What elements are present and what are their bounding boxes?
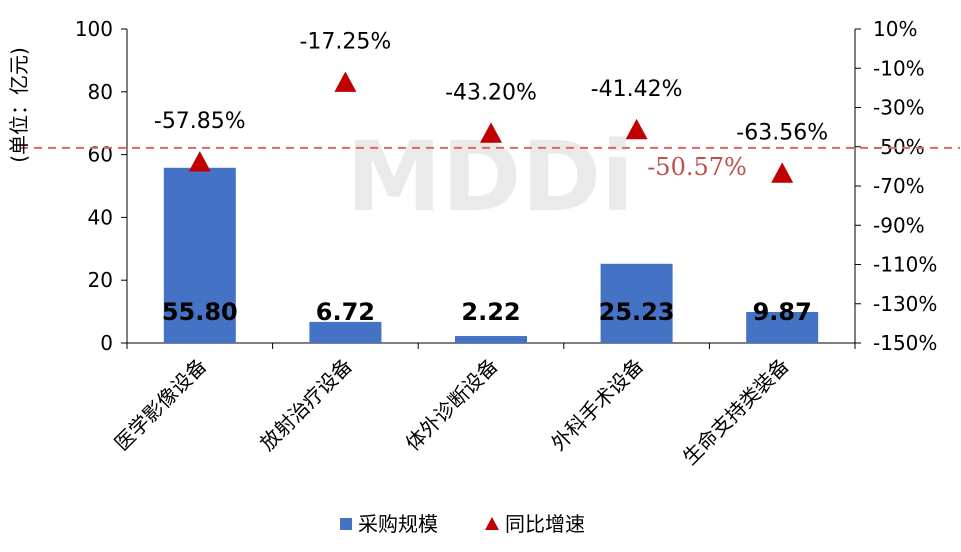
right-tick-label: -130% [873,292,937,316]
bar [455,336,527,343]
growth-value-label: -57.85% [154,109,246,134]
bar-series [163,167,819,343]
bar [163,167,236,343]
bar-value-label: 55.80 [162,298,238,326]
left-tick-label: 20 [88,268,113,292]
right-tick-label: 10% [873,17,917,41]
bar [746,312,819,343]
bar-value-label: 6.72 [316,298,375,326]
legend-label-bar: 采购规模 [358,512,438,536]
growth-marker [480,122,502,143]
growth-value-label: -17.25% [299,29,391,54]
left-tick-label: 80 [88,80,113,104]
x-tick-label: 放射治疗设备 [255,354,357,456]
right-tick-label: -150% [873,331,937,355]
growth-value-label: -41.42% [591,77,683,102]
growth-marker [334,71,357,92]
bar-value-label: 9.87 [753,298,812,326]
right-tick-label: -90% [873,213,925,237]
x-tick-label: 外科手术设备 [546,354,648,456]
legend-swatch-marker [485,517,499,530]
right-tick-label: -50% [873,135,925,159]
legend: 采购规模 同比增速 [340,512,585,536]
growth-marker [625,118,648,140]
marker-series [188,71,794,183]
bar [309,321,382,343]
growth-value-label: -63.56% [736,120,828,145]
x-tick-label: 生命支持类装备 [678,354,794,470]
left-tick-label: 0 [100,331,113,355]
left-tick-label: 100 [75,17,113,41]
legend-swatch-bar [340,518,352,530]
x-tick-label: 体外诊断设备 [401,354,503,456]
bar-value-label: 25.23 [599,298,675,326]
growth-value-label: -43.20% [445,80,537,105]
left-tick-label: 60 [88,143,113,167]
bar [600,263,673,343]
data-labels: 55.80 6.72 2.22 25.23 9.87 -57.85% -17.25% -43.… [154,29,828,326]
x-tick-label: 医学影像设备 [110,354,212,456]
growth-marker [188,151,211,172]
bar-value-label: 2.22 [461,298,520,326]
right-tick-label: -30% [873,96,925,120]
legend-label-marker: 同比增速 [505,512,585,536]
right-tick-label: -70% [873,174,925,198]
y-axis-label: (单位：亿元) [7,47,31,163]
left-tick-label: 40 [88,205,113,229]
reference-line-label: -50.57% [647,153,747,181]
right-tick-label: -110% [873,253,937,277]
right-tick-label: -10% [873,56,925,80]
reference-line-group: -50.57% [20,146,960,181]
growth-marker [771,162,794,183]
